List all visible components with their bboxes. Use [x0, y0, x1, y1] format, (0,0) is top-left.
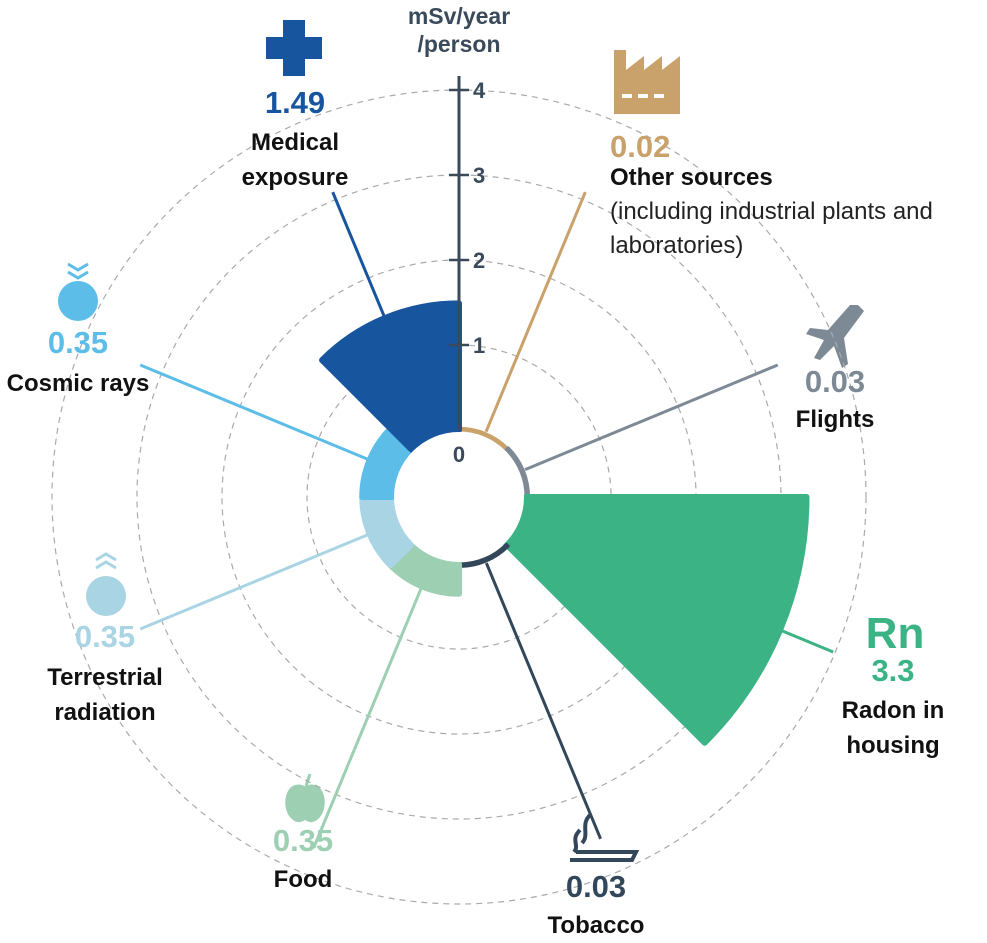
icons: [58, 20, 864, 862]
tick-label: 4: [473, 78, 486, 103]
category-label: Medical exposure: [241, 129, 349, 191]
value-label: 0.35: [47, 325, 109, 360]
category-label: Cosmic rays: [6, 370, 150, 397]
axis-label-line: mSv/year: [407, 3, 511, 29]
leader-line: [781, 629, 834, 654]
note: (including industrial plants and laborat…: [610, 198, 933, 259]
leader-line: [139, 533, 369, 631]
plane-icon: [806, 305, 864, 368]
value-label: 3.3: [871, 653, 915, 688]
tick-label: 2: [473, 248, 485, 273]
earth-icon: [86, 576, 126, 616]
leader-line: [524, 363, 779, 472]
factory-icon: [614, 50, 680, 114]
leader-line: [331, 191, 386, 317]
symbol: Rn: [865, 609, 925, 658]
leader-line: [484, 562, 602, 840]
leader-line: [484, 191, 587, 433]
medical-icon: [266, 20, 322, 76]
category-label: Food: [273, 866, 333, 893]
category-label: Other sources: [610, 164, 773, 191]
value-label: 0.03: [565, 869, 627, 904]
down-arrows: [67, 262, 89, 280]
sector: [503, 494, 810, 746]
tick-label: 3: [473, 163, 485, 188]
tick-label: 0: [453, 442, 465, 467]
value-label: 0.35: [272, 823, 334, 858]
up-arrows: [95, 552, 117, 570]
value-label: 0.03: [804, 364, 866, 399]
axis-label: mSv/year/person: [408, 2, 510, 58]
leader-line: [312, 587, 423, 849]
hole: [394, 432, 524, 562]
category-label: Radon in housing: [841, 697, 945, 759]
value-label: 1.49: [264, 85, 326, 120]
food-icon: [285, 773, 325, 823]
tick-label: 1: [473, 333, 485, 358]
category-label: Flights: [795, 406, 875, 433]
sector: [319, 300, 462, 453]
tobacco-icon: [570, 813, 640, 862]
category-label: Tobacco: [547, 912, 645, 939]
leader-line: [139, 363, 369, 461]
value-label: 0.02: [610, 129, 671, 164]
category-label: Terrestrial radiation: [47, 664, 163, 726]
earth-icon: [58, 281, 98, 321]
value-label: 0.35: [74, 619, 136, 654]
axis-label-line: /person: [417, 31, 501, 57]
